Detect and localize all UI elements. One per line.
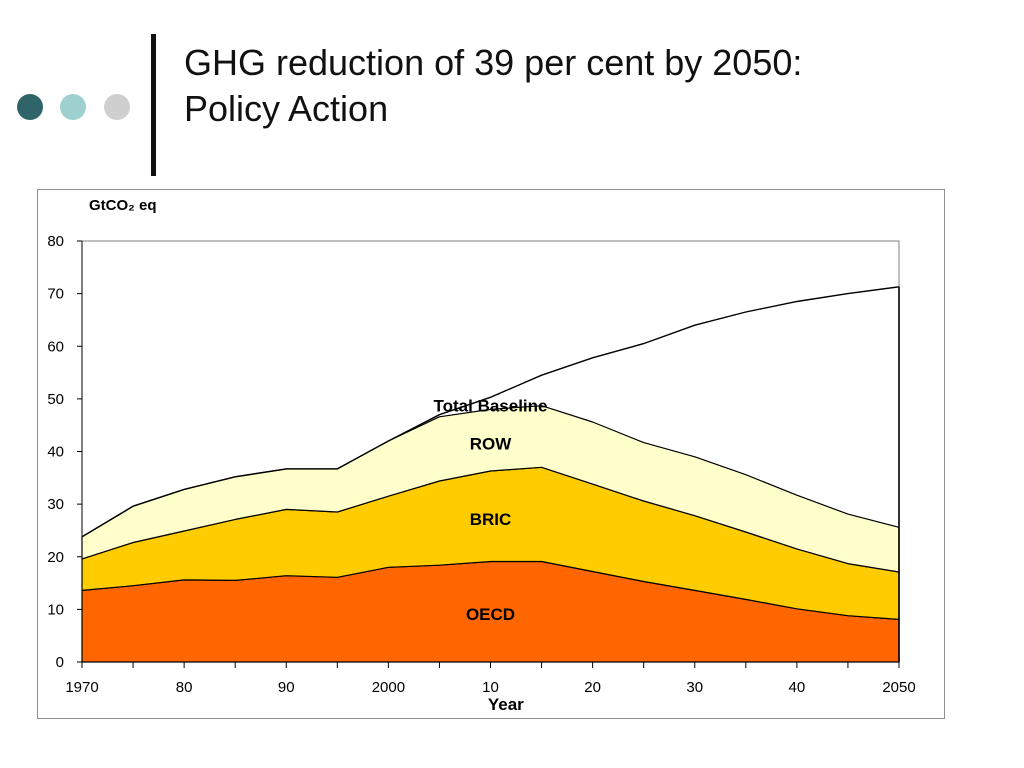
y-tick-label: 40 [47,444,64,461]
y-tick-label: 30 [47,496,64,513]
y-tick-label: 50 [47,391,64,408]
x-tick-label: 40 [789,679,806,696]
x-tick-label: 1970 [65,679,98,696]
oecd-area-label: OECD [466,605,515,624]
x-tick-label: 2000 [372,679,405,696]
x-tick-label: 10 [482,679,499,696]
x-tick-label: 2050 [882,679,915,696]
y-axis-unit-label: GtCO₂ eq [89,197,157,214]
slide-title-line-2: Policy Action [184,88,389,129]
x-axis-title: Year [488,695,524,714]
slide-title-line-1: GHG reduction of 39 per cent by 2050: [184,42,803,83]
y-tick-label: 80 [47,233,64,250]
y-tick-label: 60 [47,338,64,355]
x-tick-label: 90 [278,679,295,696]
decorative-dot-grey [104,94,130,120]
y-tick-label: 0 [56,654,64,671]
x-tick-label: 30 [686,679,703,696]
bric-area-label: BRIC [470,510,512,529]
x-tick-label: 80 [176,679,193,696]
x-tick-label: 20 [584,679,601,696]
emissions-stacked-area-chart: 0 10 20 30 40 50 60 70 80 1970 80 90 2000 10 20 30 40 205… [47,197,915,714]
row-area-label: ROW [470,434,513,453]
y-tick-label: 20 [47,549,64,566]
decorative-dot-teal [60,94,86,120]
total-baseline-line [81,286,900,538]
total-baseline-label: Total Baseline [434,397,548,416]
chart-frame: 0 10 20 30 40 50 60 70 80 1970 80 90 2000 10 20 30 40 205… [37,189,945,719]
decorative-dot-dark [17,94,43,120]
y-tick-label: 70 [47,286,64,303]
title-divider-bar [151,34,156,176]
slide-title: GHG reduction of 39 per cent by 2050: Po… [184,40,984,132]
y-tick-label: 10 [47,601,64,618]
